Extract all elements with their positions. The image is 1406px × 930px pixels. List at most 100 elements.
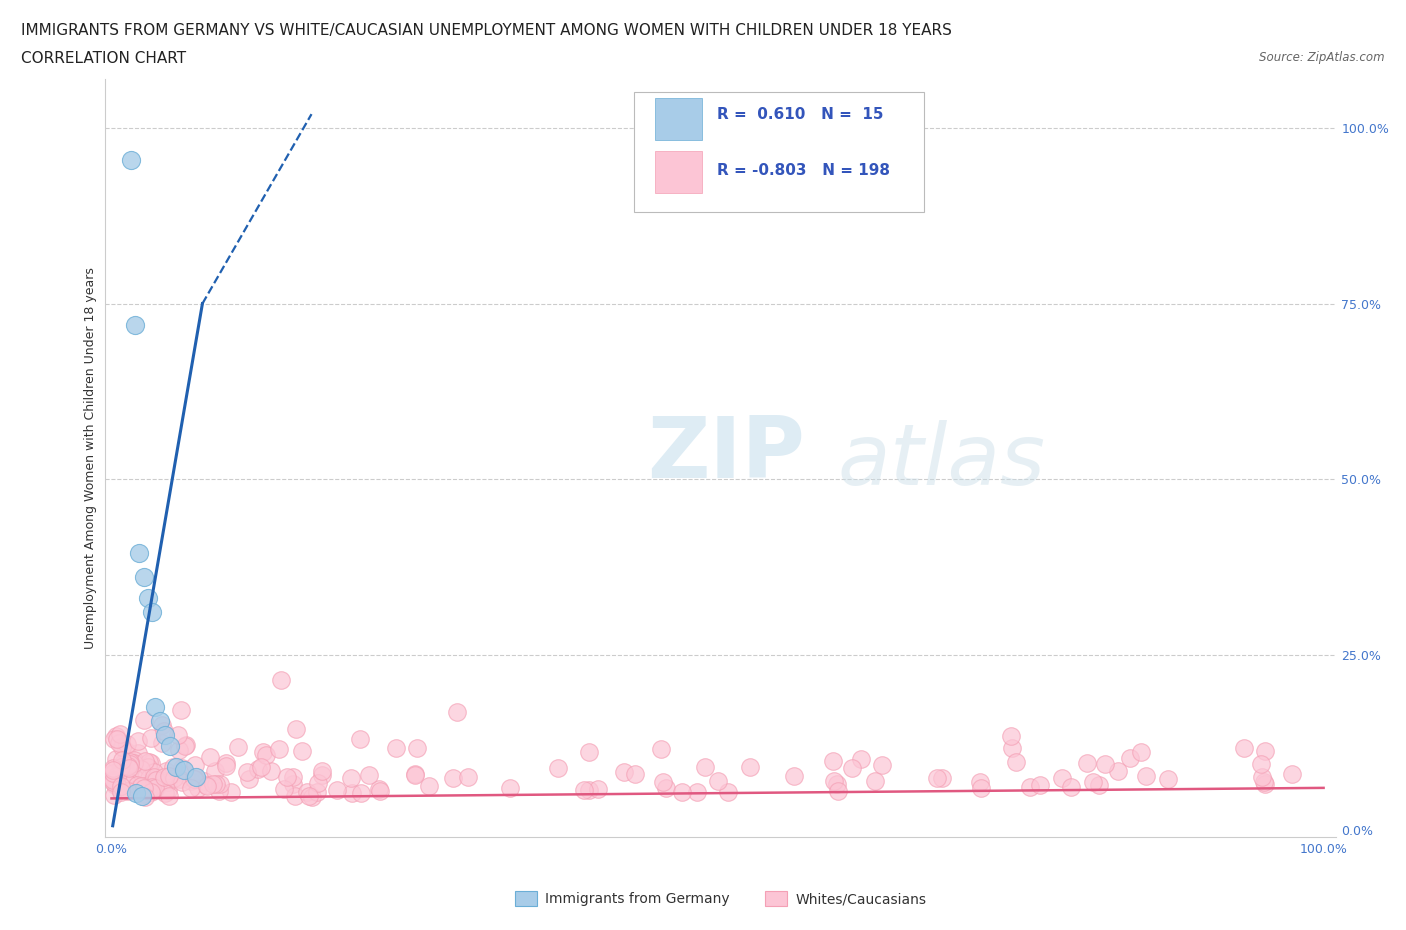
- Point: [153, 770, 176, 785]
- Point: [162, 760, 184, 775]
- Point: [146, 777, 169, 791]
- Point: [143, 770, 166, 785]
- Point: [851, 751, 873, 766]
- Point: [121, 758, 143, 773]
- Point: [578, 782, 600, 797]
- Point: [150, 718, 173, 733]
- Point: [176, 767, 198, 782]
- Point: [1253, 777, 1275, 791]
- Point: [297, 785, 319, 800]
- Point: [1087, 777, 1109, 792]
- Point: [125, 777, 148, 792]
- Point: [157, 789, 180, 804]
- Point: [214, 755, 236, 770]
- Point: [246, 762, 269, 777]
- Point: [200, 750, 222, 764]
- Point: [827, 783, 849, 798]
- Point: [157, 768, 180, 783]
- Point: [284, 722, 307, 737]
- Point: [127, 781, 149, 796]
- Point: [270, 672, 292, 687]
- Point: [841, 760, 863, 775]
- Point: [238, 771, 260, 786]
- Point: [104, 777, 127, 792]
- Point: [693, 760, 716, 775]
- Point: [823, 773, 845, 788]
- Point: [143, 764, 166, 779]
- Point: [162, 771, 184, 786]
- Point: [1029, 777, 1052, 792]
- Point: [260, 764, 283, 778]
- Point: [707, 774, 730, 789]
- Point: [118, 756, 141, 771]
- Text: Source: ZipAtlas.com: Source: ZipAtlas.com: [1260, 51, 1385, 64]
- Point: [174, 738, 197, 753]
- Text: CORRELATION CHART: CORRELATION CHART: [21, 51, 186, 66]
- Point: [134, 772, 156, 787]
- Point: [1060, 780, 1083, 795]
- Point: [118, 767, 141, 782]
- Point: [128, 545, 150, 560]
- Point: [111, 756, 134, 771]
- Point: [821, 753, 844, 768]
- Point: [127, 734, 149, 749]
- Point: [127, 771, 149, 786]
- Point: [103, 775, 125, 790]
- Point: [165, 760, 187, 775]
- Point: [108, 726, 131, 741]
- Point: [1001, 740, 1024, 755]
- Point: [118, 754, 141, 769]
- Point: [167, 727, 190, 742]
- Point: [117, 759, 139, 774]
- Point: [134, 570, 156, 585]
- Point: [159, 738, 181, 753]
- Point: [117, 784, 139, 799]
- Point: [1130, 744, 1153, 759]
- Point: [114, 772, 136, 787]
- Point: [235, 764, 257, 779]
- Text: ZIP: ZIP: [647, 413, 804, 496]
- Point: [219, 785, 242, 800]
- Point: [186, 770, 208, 785]
- Point: [418, 778, 440, 793]
- Point: [195, 778, 218, 793]
- Point: [149, 713, 172, 728]
- Point: [613, 764, 636, 779]
- Point: [208, 777, 231, 791]
- Point: [969, 775, 991, 790]
- Point: [129, 762, 152, 777]
- Point: [350, 786, 373, 801]
- Point: [671, 784, 693, 799]
- Point: [357, 767, 380, 782]
- Point: [1050, 770, 1073, 785]
- Point: [291, 744, 314, 759]
- Point: [156, 775, 179, 790]
- Point: [863, 774, 886, 789]
- Point: [717, 784, 740, 799]
- Point: [1233, 741, 1256, 756]
- Point: [311, 767, 333, 782]
- Point: [208, 783, 231, 798]
- Point: [138, 771, 160, 786]
- Point: [124, 755, 146, 770]
- Point: [441, 770, 464, 785]
- Point: [173, 763, 195, 777]
- Point: [124, 780, 146, 795]
- Point: [131, 789, 153, 804]
- Point: [281, 777, 304, 791]
- Point: [118, 761, 141, 776]
- Point: [547, 761, 569, 776]
- Point: [110, 784, 132, 799]
- Point: [117, 777, 139, 791]
- Point: [586, 781, 609, 796]
- Point: [340, 770, 363, 785]
- Point: [738, 760, 761, 775]
- Point: [252, 745, 274, 760]
- Point: [111, 739, 134, 754]
- Point: [104, 728, 127, 743]
- Point: [686, 785, 709, 800]
- Point: [184, 758, 207, 773]
- FancyBboxPatch shape: [634, 92, 924, 212]
- Point: [340, 786, 363, 801]
- Point: [499, 781, 522, 796]
